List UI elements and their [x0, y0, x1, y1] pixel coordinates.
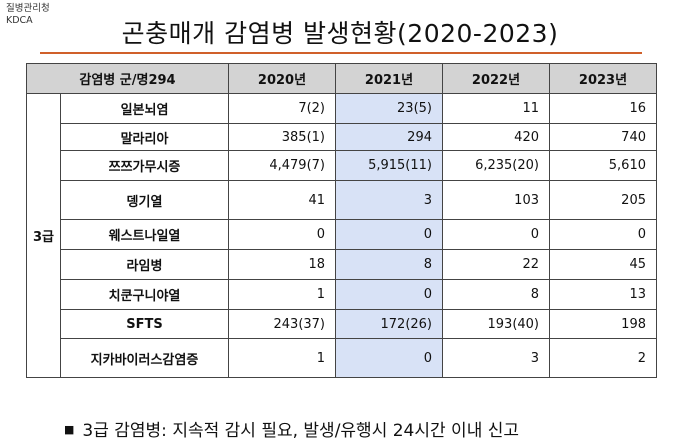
- value-cell: 0: [228, 219, 336, 250]
- table-row: 쯔쯔가무시증 4,479(7) 5,915(11) 6,235(20) 5,610: [27, 150, 657, 181]
- table-header-row: 감염병 군/명294 2020년 2021년 2022년 2023년: [26, 63, 657, 94]
- value-cell: 385(1): [228, 123, 336, 151]
- disease-name: 뎅기열: [60, 180, 229, 220]
- value-cell: 103: [442, 180, 550, 220]
- disease-table: 감염병 군/명294 2020년 2021년 2022년 2023년 3급 일본뇌…: [26, 63, 657, 378]
- value-cell: 294: [335, 123, 443, 151]
- table-row: 3급 일본뇌염 7(2) 23(5) 11 16: [26, 93, 657, 378]
- value-cell: 22: [442, 249, 550, 280]
- value-cell: 0: [442, 219, 550, 250]
- value-cell: 2: [549, 338, 657, 378]
- table-row: 웨스트나일열 0 0 0 0: [27, 219, 657, 250]
- table-row: 지카바이러스감염증 1 0 3 2: [27, 338, 657, 378]
- value-cell: 0: [335, 279, 443, 310]
- disease-name: 치쿤구니야열: [60, 279, 229, 310]
- value-cell: 5,915(11): [335, 150, 443, 181]
- agency-logo: 질병관리청 KDCA: [6, 3, 50, 27]
- disease-name: 웨스트나일열: [60, 219, 229, 250]
- value-cell: 7(2): [228, 93, 336, 124]
- value-cell: 0: [335, 338, 443, 378]
- value-cell: 0: [335, 219, 443, 250]
- value-cell: 13: [549, 279, 657, 310]
- header-label: 감염병 군/명294: [26, 63, 229, 94]
- value-cell: 1: [228, 338, 336, 378]
- grade-cell: 3급: [26, 93, 61, 378]
- value-cell: 18: [228, 249, 336, 280]
- disease-name: 말라리아: [60, 123, 229, 151]
- disease-name: 쯔쯔가무시증: [60, 150, 229, 181]
- bullet-icon: ■: [64, 423, 75, 436]
- footnote-text: 3급 감염병: 지속적 감시 필요, 발생/유행시 24시간 이내 신고: [82, 421, 520, 441]
- agency-name-en: KDCA: [6, 15, 33, 26]
- value-cell: 193(40): [442, 309, 550, 339]
- table-row: 말라리아 385(1) 294 420 740: [27, 123, 657, 151]
- table-row: 뎅기열 41 3 103 205: [27, 180, 657, 220]
- value-cell: 23(5): [335, 93, 443, 124]
- value-cell: 41: [228, 180, 336, 220]
- value-cell: 5,610: [549, 150, 657, 181]
- value-cell: 172(26): [335, 309, 443, 339]
- agency-name-ko: 질병관리청: [6, 3, 50, 14]
- disease-name: 라임병: [60, 249, 229, 280]
- value-cell: 420: [442, 123, 550, 151]
- footnote: ■ 3급 감염병: 지속적 감시 필요, 발생/유행시 24시간 이내 신고: [64, 416, 519, 441]
- value-cell: 3: [335, 180, 443, 220]
- value-cell: 8: [442, 279, 550, 310]
- disease-name: 지카바이러스감염증: [60, 338, 229, 378]
- header-year: 2022년: [442, 63, 550, 94]
- value-cell: 205: [549, 180, 657, 220]
- header-year: 2020년: [228, 63, 336, 94]
- value-cell: 1: [228, 279, 336, 310]
- title-underline: [40, 52, 642, 54]
- value-cell: 243(37): [228, 309, 336, 339]
- value-cell: 3: [442, 338, 550, 378]
- value-cell: 4,479(7): [228, 150, 336, 181]
- value-cell: 45: [549, 249, 657, 280]
- value-cell: 6,235(20): [442, 150, 550, 181]
- value-cell: 8: [335, 249, 443, 280]
- disease-name: SFTS: [60, 309, 229, 339]
- header-year: 2021년: [335, 63, 443, 94]
- value-cell: 740: [549, 123, 657, 151]
- table-row: 라임병 18 8 22 45: [27, 249, 657, 280]
- table-row: SFTS 243(37) 172(26) 193(40) 198: [27, 309, 657, 339]
- header-year: 2023년: [549, 63, 657, 94]
- value-cell: 11: [442, 93, 550, 124]
- value-cell: 16: [549, 93, 657, 124]
- page-title: 곤충매개 감염병 발생현황(2020-2023): [121, 19, 559, 48]
- disease-name: 일본뇌염: [60, 93, 229, 124]
- value-cell: 0: [549, 219, 657, 250]
- value-cell: 198: [549, 309, 657, 339]
- table-row: 치쿤구니야열 1 0 8 13: [27, 279, 657, 310]
